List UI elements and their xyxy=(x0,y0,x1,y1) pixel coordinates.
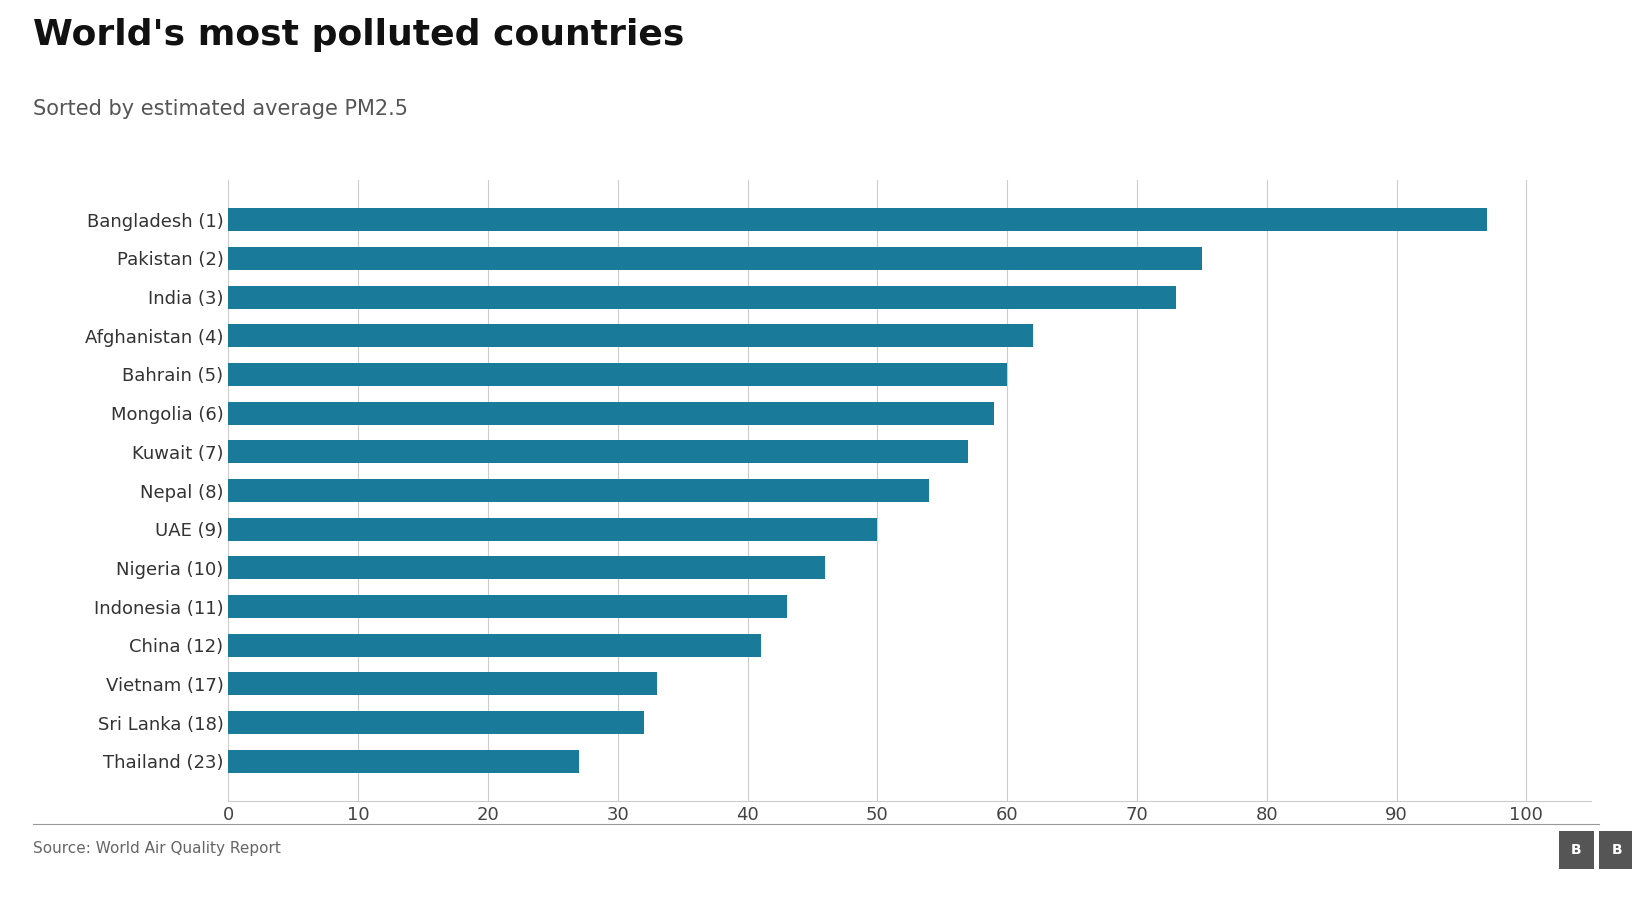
Bar xyxy=(228,285,1177,309)
Bar xyxy=(228,595,787,618)
Bar xyxy=(228,479,929,502)
Bar xyxy=(228,634,761,657)
Bar xyxy=(228,518,878,541)
Bar xyxy=(228,208,1487,231)
Bar xyxy=(228,750,579,773)
Text: Source: World Air Quality Report: Source: World Air Quality Report xyxy=(33,842,281,857)
Bar xyxy=(228,363,1007,386)
Text: B: B xyxy=(1572,842,1581,857)
Bar xyxy=(228,711,643,734)
Bar xyxy=(228,247,1201,270)
Text: Sorted by estimated average PM2.5: Sorted by estimated average PM2.5 xyxy=(33,99,408,119)
Bar xyxy=(228,401,994,425)
Bar xyxy=(228,440,968,464)
Text: World's most polluted countries: World's most polluted countries xyxy=(33,18,684,52)
Bar xyxy=(228,324,1033,347)
Bar xyxy=(228,556,826,580)
Text: B: B xyxy=(1612,842,1622,857)
Bar xyxy=(228,672,656,696)
